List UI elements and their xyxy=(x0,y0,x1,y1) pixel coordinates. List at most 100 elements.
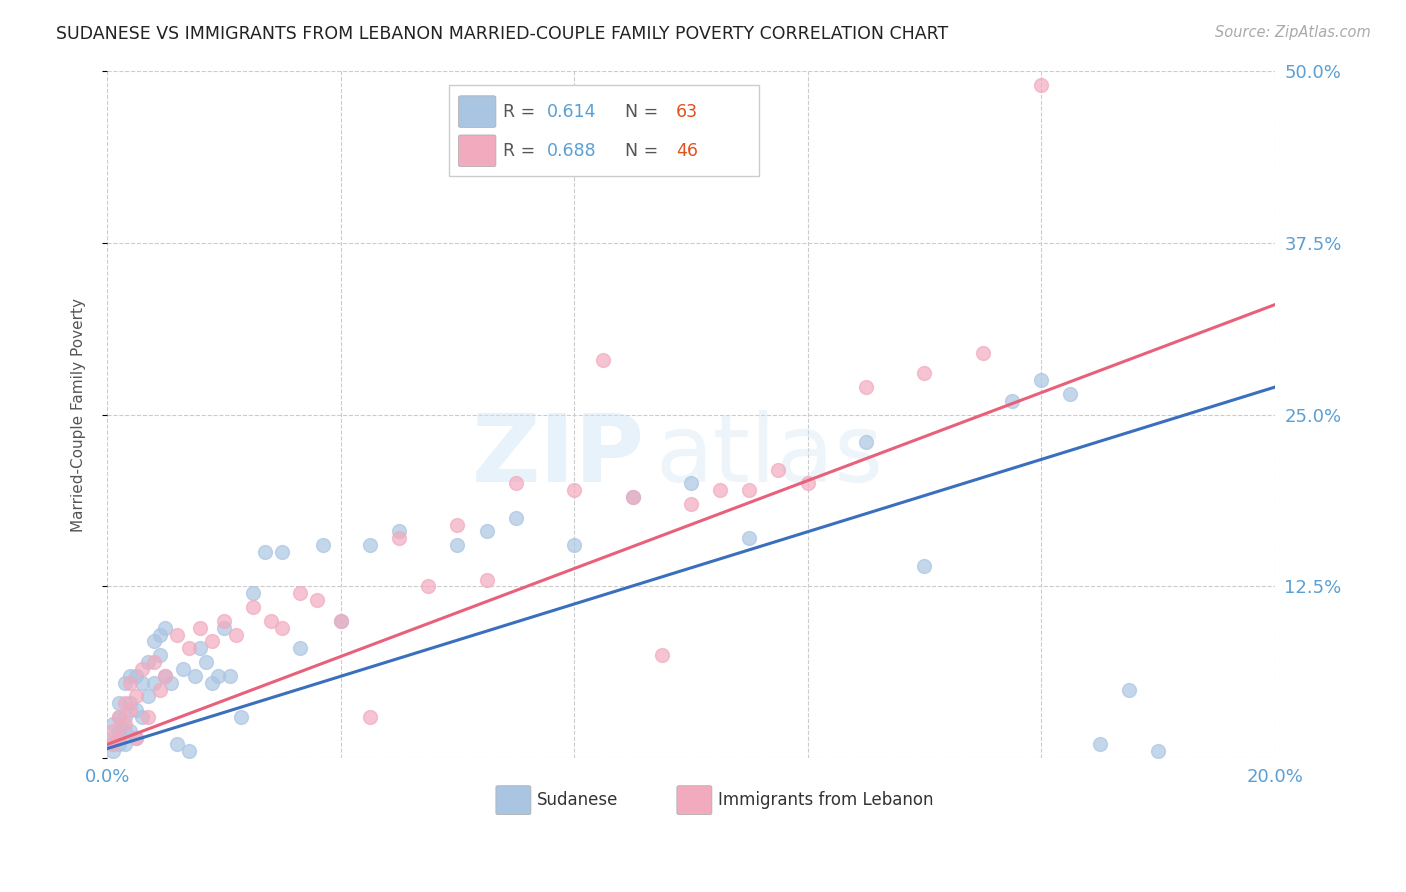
Point xyxy=(1001,393,1024,408)
Point xyxy=(388,524,411,539)
Text: Sudanese: Sudanese xyxy=(537,791,619,809)
Point xyxy=(142,655,165,669)
Point xyxy=(855,435,877,450)
Point xyxy=(329,614,352,628)
Point xyxy=(149,682,172,697)
Point xyxy=(125,731,148,745)
Text: Source: ZipAtlas.com: Source: ZipAtlas.com xyxy=(1215,25,1371,40)
Point xyxy=(329,614,352,628)
Point xyxy=(120,723,142,738)
Point xyxy=(225,627,247,641)
Point xyxy=(912,367,935,381)
Point xyxy=(253,545,276,559)
Point xyxy=(101,744,124,758)
Point xyxy=(475,573,498,587)
Point xyxy=(212,614,235,628)
Point xyxy=(475,524,498,539)
Point xyxy=(190,641,212,656)
FancyBboxPatch shape xyxy=(458,95,496,128)
Point xyxy=(288,641,311,656)
Point xyxy=(101,738,124,752)
Point xyxy=(768,462,790,476)
Point xyxy=(136,655,159,669)
Point xyxy=(1088,738,1111,752)
Point xyxy=(505,510,527,524)
Point xyxy=(131,710,153,724)
Point xyxy=(155,669,177,683)
Point xyxy=(120,675,142,690)
Point xyxy=(1147,744,1170,758)
Point xyxy=(114,723,136,738)
Text: atlas: atlas xyxy=(655,410,884,502)
Point xyxy=(418,579,440,593)
Point xyxy=(195,655,218,669)
Point xyxy=(679,497,702,511)
Point xyxy=(679,476,702,491)
Point xyxy=(101,717,124,731)
Point xyxy=(207,669,229,683)
Point xyxy=(142,675,165,690)
Point xyxy=(125,703,148,717)
Text: N =: N = xyxy=(614,142,664,160)
Point xyxy=(155,669,177,683)
Point xyxy=(114,675,136,690)
Point xyxy=(796,476,818,491)
Text: R =: R = xyxy=(503,103,541,120)
Point xyxy=(242,586,264,600)
Text: SUDANESE VS IMMIGRANTS FROM LEBANON MARRIED-COUPLE FAMILY POVERTY CORRELATION CH: SUDANESE VS IMMIGRANTS FROM LEBANON MARR… xyxy=(56,25,949,43)
Point xyxy=(359,710,381,724)
Text: 0.614: 0.614 xyxy=(547,103,596,120)
Point xyxy=(446,517,468,532)
Point xyxy=(149,648,172,662)
Point xyxy=(155,621,177,635)
Point xyxy=(114,696,136,710)
Point xyxy=(307,593,329,607)
Point xyxy=(1031,78,1053,92)
FancyBboxPatch shape xyxy=(449,85,759,176)
Text: 46: 46 xyxy=(676,142,697,160)
Point xyxy=(125,690,148,704)
Point xyxy=(183,669,205,683)
Point xyxy=(114,717,136,731)
Text: 0.688: 0.688 xyxy=(547,142,598,160)
Text: 63: 63 xyxy=(676,103,697,120)
Point xyxy=(271,621,294,635)
Text: Immigrants from Lebanon: Immigrants from Lebanon xyxy=(717,791,934,809)
Point xyxy=(738,483,761,498)
Point xyxy=(120,696,142,710)
Point xyxy=(972,346,994,360)
Point xyxy=(592,352,614,367)
Point xyxy=(621,490,644,504)
Point xyxy=(131,662,153,676)
Point xyxy=(912,558,935,573)
Point xyxy=(166,627,188,641)
Point xyxy=(212,621,235,635)
Point xyxy=(651,648,673,662)
Point xyxy=(101,738,124,752)
Point xyxy=(142,634,165,648)
Point xyxy=(359,538,381,552)
Point xyxy=(218,669,240,683)
Point xyxy=(1031,373,1053,387)
Point xyxy=(101,731,124,745)
Text: N =: N = xyxy=(614,103,664,120)
Point xyxy=(136,690,159,704)
Point xyxy=(107,710,129,724)
Point xyxy=(1059,387,1081,401)
Point xyxy=(160,675,183,690)
Y-axis label: Married-Couple Family Poverty: Married-Couple Family Poverty xyxy=(72,298,86,532)
Point xyxy=(388,532,411,546)
FancyBboxPatch shape xyxy=(496,786,531,814)
Point xyxy=(446,538,468,552)
Point xyxy=(136,710,159,724)
Point xyxy=(621,490,644,504)
Point xyxy=(125,731,148,745)
Point xyxy=(107,723,129,738)
Point xyxy=(172,662,194,676)
Point xyxy=(709,483,731,498)
Point xyxy=(201,675,224,690)
Point xyxy=(259,614,281,628)
Point xyxy=(505,476,527,491)
Point xyxy=(120,703,142,717)
Point xyxy=(738,532,761,546)
